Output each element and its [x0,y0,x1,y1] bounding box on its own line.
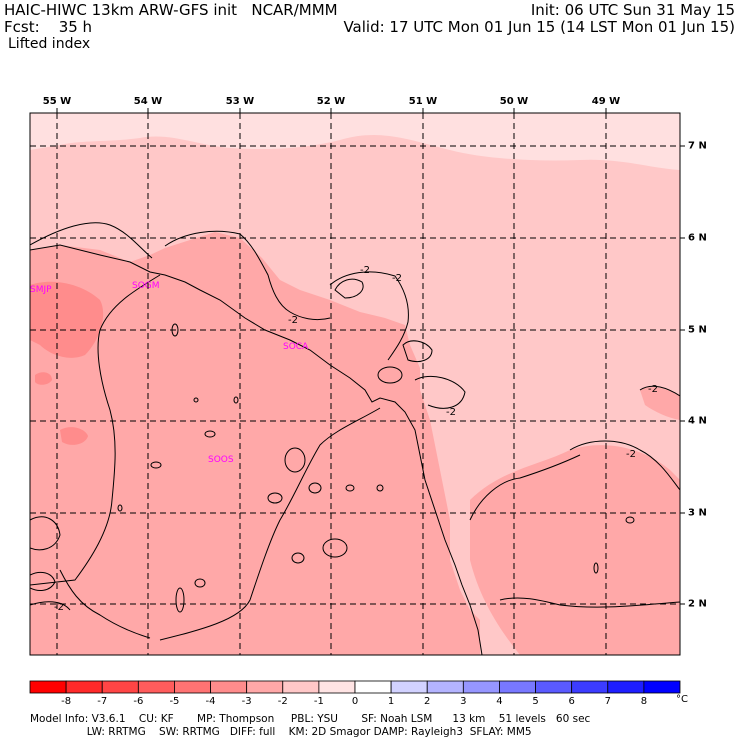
valid-time: Valid: 17 UTC Mon 01 Jun 15 (14 LST Mon … [343,18,735,36]
contour-cells [117,323,635,613]
contour-label: -2 [360,265,370,276]
colorbar-swatch [535,680,573,694]
colorbar-tick-label: 2 [424,696,431,707]
colorbar-tick-label: -8 [61,696,72,707]
contour-label: -2 [392,273,402,284]
model-physics: LW: RRTMG SW: RRTMG DIFF: full KM: 2D Sm… [30,726,532,738]
colorbar-swatch [354,680,392,694]
forecast-hour: Fcst: 35 h [4,18,93,36]
colorbar-swatch [210,680,248,694]
contour-label: -2 [648,384,658,395]
station-label: SOGM [132,281,160,291]
colorbar-swatch [174,680,211,694]
colorbar-swatch [607,680,645,694]
colorbar-swatch [318,680,356,694]
model-title: HAIC-HIWC 13km ARW-GFS init NCAR/MMM [4,1,338,19]
colorbar-swatch [643,680,681,694]
lon-label: 50 W [499,96,529,107]
lat-lon-grid [30,113,680,655]
map-frame [29,112,681,656]
coastline [30,244,483,655]
colorbar-swatch [137,680,175,694]
colorbar-unit: °C [676,694,688,705]
strong-instability-patch-small [60,427,88,445]
colorbar-swatch [462,680,500,694]
strong-instability-patch-tiny [35,372,52,385]
axis-ticks [56,108,685,605]
station-label: SMJP [30,285,52,295]
lat-label: 4 N [688,415,707,427]
station-label: SOOS [208,455,234,465]
colorbar-swatch [499,680,536,694]
init-time: Init: 06 UTC Sun 31 May 15 [530,1,735,19]
land-instability-area [30,232,480,655]
contour-label: -2 [626,449,636,460]
colorbar [29,680,681,694]
internal-border [30,274,161,586]
colorbar-swatch [29,680,67,694]
colorbar-swatch [390,680,428,694]
colorbar-swatch [426,680,464,694]
lat-label: 5 N [688,324,707,336]
model-info: Model Info: V3.6.1 CU: KF MP: Thompson P… [30,713,591,725]
lon-label: 55 W [42,96,72,107]
lat-label: 2 N [688,598,707,610]
colorbar-tick-label: 1 [387,696,395,707]
colorbar-tick-label: -6 [133,696,144,707]
colorbar-tick-label: -2 [277,696,288,707]
lat-label: 6 N [688,232,707,244]
colorbar-swatch [571,680,609,694]
colorbar-tick-label: 0 [351,696,359,707]
lon-label: 54 W [133,96,163,107]
colorbar-swatch [65,680,103,694]
lat-label: 7 N [688,140,707,152]
colorbar-swatch [246,680,284,694]
colorbar-tick-label: 4 [496,696,503,707]
colorbar-swatch [101,680,139,694]
colorbar-tick-label: 8 [640,696,648,707]
field-name: Lifted index [8,36,91,52]
colorbar-tick-label: 6 [568,696,575,707]
colorbar-tick-label: 7 [604,696,611,707]
east-instability-patch [640,387,680,420]
lon-label: 49 W [591,96,621,107]
contour-label: -2 [446,407,456,418]
internal-border [59,569,151,639]
colorbar-tick-label: 5 [532,696,539,707]
offshore-instability-area [470,445,680,655]
colorbar-tick-label: -7 [97,696,108,707]
lon-label: 52 W [316,96,346,107]
lon-label: 51 W [408,96,438,107]
colorbar-swatch [282,680,320,694]
contour-label: -2 [288,315,298,326]
contour-lines [30,222,680,611]
colorbar-tick-label: -1 [313,696,324,707]
lon-label: 53 W [225,96,255,107]
lat-label: 3 N [688,507,707,519]
far-sea-area [30,113,680,170]
colorbar-tick-label: -4 [205,696,216,707]
strong-instability-patch [30,281,104,358]
station-label: SOCA [283,342,309,352]
colorbar-tick-label: 3 [460,696,467,707]
colorbar-tick-label: -3 [241,696,252,707]
colorbar-tick-label: -5 [169,696,180,707]
contour-label: -2 [54,602,64,613]
